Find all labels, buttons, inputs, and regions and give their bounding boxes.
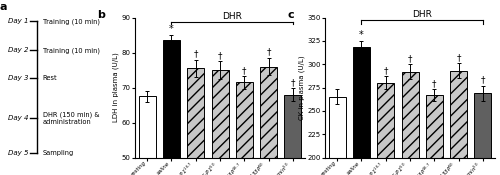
- Text: DHR: DHR: [222, 12, 242, 21]
- Y-axis label: CK in plasma (U/L): CK in plasma (U/L): [298, 55, 304, 120]
- Text: †: †: [266, 48, 271, 57]
- Bar: [236, 82, 253, 175]
- Text: Day 5: Day 5: [8, 150, 28, 156]
- Text: b: b: [98, 10, 106, 20]
- Text: Day 4: Day 4: [8, 115, 28, 121]
- Bar: [163, 40, 180, 175]
- Text: Day 2: Day 2: [8, 47, 28, 53]
- Text: *: *: [169, 24, 174, 34]
- Text: †: †: [242, 66, 246, 75]
- Text: †: †: [194, 50, 198, 58]
- Text: *: *: [359, 30, 364, 40]
- Text: Training (10 min): Training (10 min): [43, 47, 100, 54]
- Text: Day 3: Day 3: [8, 75, 28, 81]
- Text: Rest: Rest: [43, 75, 58, 81]
- Bar: [212, 70, 228, 175]
- Bar: [328, 97, 345, 175]
- Text: c: c: [288, 10, 294, 20]
- Bar: [450, 71, 467, 175]
- Bar: [402, 72, 418, 175]
- Text: †: †: [480, 76, 485, 85]
- Text: †: †: [218, 51, 222, 60]
- Bar: [260, 66, 277, 175]
- Bar: [187, 68, 204, 175]
- Bar: [377, 83, 394, 175]
- Text: Sampling: Sampling: [43, 150, 74, 156]
- Text: †: †: [456, 53, 461, 62]
- Text: Day 1: Day 1: [8, 18, 28, 24]
- Bar: [474, 93, 492, 175]
- Text: DHR (150 min) &
administration: DHR (150 min) & administration: [43, 111, 100, 125]
- Bar: [353, 47, 370, 175]
- Bar: [138, 96, 156, 175]
- Text: †: †: [408, 54, 412, 63]
- Text: DHR: DHR: [412, 10, 432, 19]
- Text: †: †: [384, 66, 388, 75]
- Text: †: †: [290, 78, 295, 87]
- Bar: [284, 94, 302, 175]
- Bar: [426, 95, 443, 175]
- Y-axis label: LDH in plasma (U/L): LDH in plasma (U/L): [112, 53, 119, 122]
- Text: a: a: [0, 2, 7, 12]
- Text: †: †: [432, 79, 436, 88]
- Text: Training (10 min): Training (10 min): [43, 18, 100, 25]
